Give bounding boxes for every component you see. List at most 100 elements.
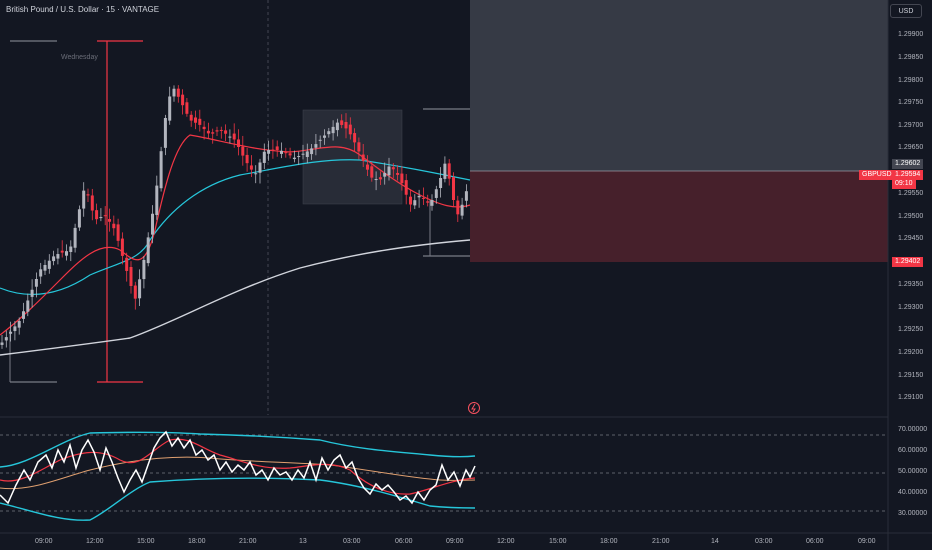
candle-body [224,130,228,134]
candle-body [56,254,60,259]
candle-body [142,259,146,280]
candle-body [237,139,240,147]
candle-body [464,191,468,201]
time-label: 03:00 [343,538,361,545]
ema-20-line [0,134,471,336]
candle-body [0,342,4,345]
candle-body [13,326,17,332]
candle-body [426,201,430,203]
candle-body [39,269,43,277]
candle-body [456,200,460,215]
time-label: 12:00 [497,538,515,545]
candle-body [9,331,13,334]
currency-button[interactable]: USD [890,4,922,18]
candle-body [43,265,47,271]
candle-body [112,223,116,229]
candle-body [305,151,309,157]
price-label: 1.29200 [898,349,924,356]
candle-body [413,200,417,206]
price-label: 1.29650 [898,144,924,151]
price-label: 1.29800 [898,77,924,84]
candle-body [52,256,56,262]
candle-body [194,117,197,123]
candle-body [168,96,172,121]
time-label: 15:00 [549,538,567,545]
candle-body [103,215,107,217]
indicator-label: 60.00000 [898,447,928,454]
candle-body [172,88,176,97]
candle-body [396,172,400,175]
candle-body [198,118,202,125]
stop-zone[interactable] [470,171,888,262]
rsi-line [0,430,476,505]
countdown-tag: 09:10 [892,179,916,189]
candlestick-series[interactable] [0,85,468,349]
candle-body [310,148,314,155]
candle-body [340,120,344,125]
price-label: 1.29250 [898,326,924,333]
rsi-basis-line [0,456,476,490]
candle-body [60,250,64,253]
candle-body [17,321,21,328]
candle-body [249,165,253,170]
candle-body [361,154,365,161]
candle-body [47,260,51,269]
time-label: 03:00 [755,538,773,545]
candle-body [275,146,279,150]
price-label: 1.29150 [898,372,924,379]
candle-body [219,129,223,131]
price-label: 1.29900 [898,31,924,38]
time-label: 09:00 [858,538,876,545]
candle-body [228,136,232,138]
time-label: 18:00 [188,538,206,545]
candle-body [116,224,120,241]
candle-body [280,150,283,154]
candle-body [151,213,154,235]
price-label: 1.29300 [898,304,924,311]
rsi-lower-band [0,477,476,521]
candle-body [348,124,352,135]
candle-body [327,131,331,135]
candle-body [370,166,374,178]
candle-body [258,162,262,173]
price-label: 1.29550 [898,190,924,197]
candle-body [383,172,387,177]
range-rectangle[interactable] [302,109,403,205]
candle-body [318,139,322,141]
candle-body [146,237,150,264]
price-label: 1.29450 [898,235,924,242]
candle-body [82,190,86,209]
candle-body [22,311,25,319]
lightning-icon[interactable] [468,402,480,414]
indicator-label: 70.00000 [898,426,928,433]
price-label: 1.29850 [898,54,924,61]
candle-body [90,195,94,211]
candle-body [125,257,129,271]
price-label: 1.29500 [898,213,924,220]
candle-body [77,209,81,228]
price-label: 1.29750 [898,99,924,106]
candle-body [108,219,111,222]
candle-body [176,88,180,97]
candle-body [452,177,455,200]
candle-body [241,146,245,156]
time-label: 13 [299,538,307,545]
chart-title: British Pound / U.S. Dollar · 15 · VANTA… [6,5,160,14]
candle-body [400,173,404,184]
candle-body [26,300,30,312]
indicator-label: 30.00000 [898,510,928,517]
candle-body [254,173,258,175]
candle-body [262,151,266,163]
indicator-label: 50.00000 [898,468,928,475]
ema-50-line [0,159,471,295]
current-price-tag: 1.29594 [892,170,924,180]
price-label: 1.29100 [898,394,924,401]
candle-body [163,118,167,148]
candle-body [357,142,361,152]
candle-body [133,285,137,299]
target-zone[interactable] [470,0,888,171]
candle-body [129,267,133,286]
target-price-tag: 1.29602 [892,159,924,169]
candle-body [434,189,438,198]
